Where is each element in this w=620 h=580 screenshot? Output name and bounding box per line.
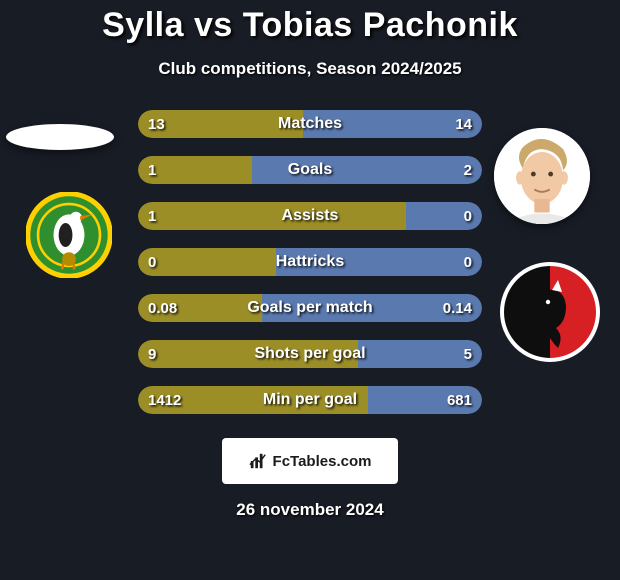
comparison-stage: Matches1314 Goals12 Assists10 Hattricks00 Go… (0, 110, 620, 450)
footer-date: 26 november 2024 (0, 500, 620, 520)
stat-row: Min per goal1412681 (138, 386, 482, 414)
stat-row: Hattricks00 (138, 248, 482, 276)
stat-row: Goals per match0.080.14 (138, 294, 482, 322)
player-avatar-right (494, 128, 590, 224)
stat-row: Assists10 (138, 202, 482, 230)
stat-bars: Matches1314 Goals12 Assists10 Hattricks00 Go… (138, 110, 482, 432)
club-badge-right (500, 262, 600, 362)
chart-icon (249, 452, 267, 470)
page-subtitle: Club competitions, Season 2024/2025 (0, 59, 620, 79)
stat-row: Goals12 (138, 156, 482, 184)
club-badge-left (26, 192, 112, 278)
player-avatar-left (6, 124, 114, 150)
brand-text: FcTables.com (273, 453, 372, 470)
stat-row: Shots per goal95 (138, 340, 482, 368)
brand-badge[interactable]: FcTables.com (222, 438, 398, 484)
stat-row: Matches1314 (138, 110, 482, 138)
page-title: Sylla vs Tobias Pachonik (0, 0, 620, 45)
